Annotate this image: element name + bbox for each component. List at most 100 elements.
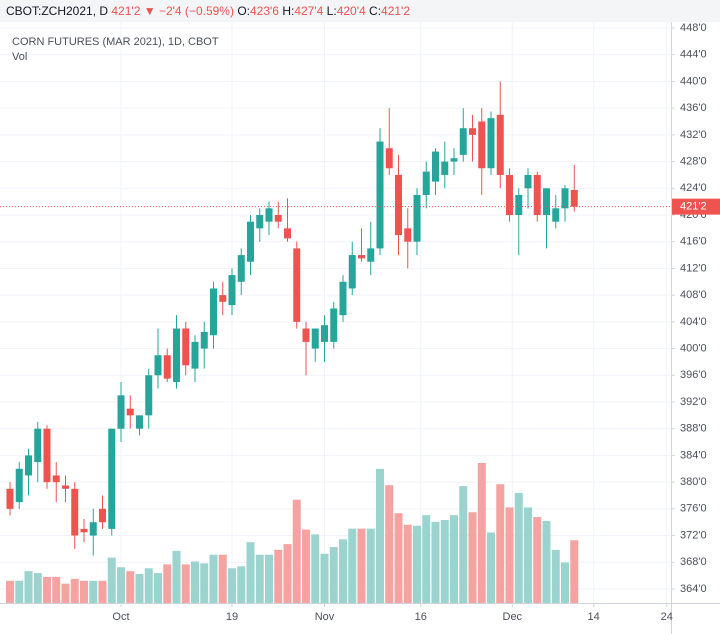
l-value: 420'4 bbox=[336, 4, 366, 18]
volume-bar bbox=[487, 532, 496, 603]
o-label: O: bbox=[237, 4, 250, 18]
c-value: 421'2 bbox=[381, 4, 411, 18]
volume-bar bbox=[264, 554, 273, 603]
c-label: C: bbox=[369, 4, 382, 18]
volume-bar bbox=[514, 492, 523, 603]
candle-body bbox=[311, 328, 319, 349]
volume-bar bbox=[366, 528, 375, 603]
l-label: L: bbox=[326, 4, 337, 18]
candle-body bbox=[321, 325, 329, 342]
candle-body bbox=[552, 208, 560, 222]
candle-body bbox=[413, 194, 421, 242]
volume-bar bbox=[477, 463, 486, 603]
last-price-box bbox=[672, 198, 720, 215]
arrow: ▼ bbox=[143, 4, 156, 18]
candle-body bbox=[487, 118, 495, 169]
y-tick-label: 400'0 bbox=[680, 342, 707, 354]
candle-body bbox=[71, 488, 79, 536]
candle-body bbox=[274, 215, 282, 222]
y-tick-label: 424'0 bbox=[680, 182, 707, 194]
volume-bar bbox=[116, 567, 125, 603]
volume-bar bbox=[172, 550, 181, 603]
volume-bar bbox=[163, 564, 172, 603]
volume-bar bbox=[135, 574, 144, 603]
candle-body bbox=[117, 395, 125, 429]
candle-body bbox=[283, 228, 291, 239]
y-tick-label: 444'0 bbox=[680, 49, 707, 61]
x-tick-label: Oct bbox=[112, 611, 129, 623]
volume-bar bbox=[450, 515, 459, 603]
volume-bar bbox=[227, 568, 236, 603]
candle-body bbox=[422, 171, 430, 195]
y-tick-label: 380'0 bbox=[680, 476, 707, 488]
candle-body bbox=[237, 255, 245, 282]
candle-body bbox=[209, 288, 217, 336]
candle-body bbox=[450, 158, 458, 162]
candle-body bbox=[459, 128, 467, 155]
symbol: CBOT:ZCH2021, D bbox=[6, 4, 109, 18]
volume-bar bbox=[274, 549, 283, 603]
candle-body bbox=[561, 188, 569, 209]
volume-bar bbox=[218, 554, 227, 603]
candle-body bbox=[145, 375, 153, 416]
volume-bar bbox=[153, 573, 162, 603]
volume-bar bbox=[283, 544, 292, 603]
y-tick-label: 392'0 bbox=[680, 396, 707, 408]
candle-body bbox=[163, 355, 171, 379]
volume-bar bbox=[533, 517, 542, 603]
candle-body bbox=[154, 355, 162, 376]
volume-bar bbox=[551, 549, 560, 603]
y-tick-label: 372'0 bbox=[680, 529, 707, 541]
candle-body bbox=[98, 508, 106, 523]
x-tick-label: Dec bbox=[503, 611, 523, 623]
y-tick-label: 416'0 bbox=[680, 236, 707, 248]
y-tick-label: 384'0 bbox=[680, 449, 707, 461]
header: CBOT:ZCH2021, D 421'2 ▼ −2'4 (−0.59%) O:… bbox=[0, 0, 720, 22]
candle-body bbox=[496, 114, 504, 175]
candle-body bbox=[376, 141, 384, 249]
h-label: H: bbox=[282, 4, 295, 18]
volume-bar bbox=[209, 554, 218, 603]
candle-body bbox=[404, 228, 412, 242]
candle-body bbox=[478, 121, 486, 169]
candle-body bbox=[219, 295, 227, 302]
volume-bar bbox=[302, 529, 311, 603]
volume-bar bbox=[126, 571, 135, 603]
candle-body bbox=[515, 194, 523, 216]
y-tick-label: 368'0 bbox=[680, 556, 707, 568]
volume-bar bbox=[237, 566, 246, 603]
volume-bar bbox=[339, 539, 348, 603]
x-tick-label: 19 bbox=[226, 611, 238, 623]
y-tick-label: 396'0 bbox=[680, 369, 707, 381]
candle-body bbox=[348, 255, 356, 289]
candle-body bbox=[395, 174, 403, 236]
x-tick-label: 16 bbox=[415, 611, 427, 623]
volume-bar bbox=[459, 486, 468, 603]
candle-body bbox=[358, 255, 366, 259]
candle-body bbox=[24, 455, 32, 476]
volume-bar bbox=[24, 571, 33, 603]
volume-bar bbox=[61, 583, 70, 603]
volume-bar bbox=[385, 485, 394, 603]
volume-bar bbox=[190, 561, 199, 603]
volume-bar bbox=[329, 547, 338, 603]
last: 421'2 bbox=[111, 4, 141, 18]
volume-bar bbox=[570, 540, 579, 603]
candle-body bbox=[256, 215, 264, 229]
candle-body bbox=[34, 428, 42, 463]
volume-bar bbox=[440, 519, 449, 603]
candle-body bbox=[228, 275, 236, 306]
candle-body bbox=[570, 189, 578, 207]
y-tick-label: 404'0 bbox=[680, 316, 707, 328]
volume-bar bbox=[42, 576, 51, 603]
volume-bar bbox=[357, 528, 366, 603]
y-tick-label: 388'0 bbox=[680, 423, 707, 435]
volume-bar bbox=[5, 580, 14, 603]
volume-bar bbox=[15, 580, 24, 603]
candle-body bbox=[367, 248, 375, 262]
volume-bar bbox=[348, 528, 357, 603]
volume-bar bbox=[431, 521, 440, 603]
